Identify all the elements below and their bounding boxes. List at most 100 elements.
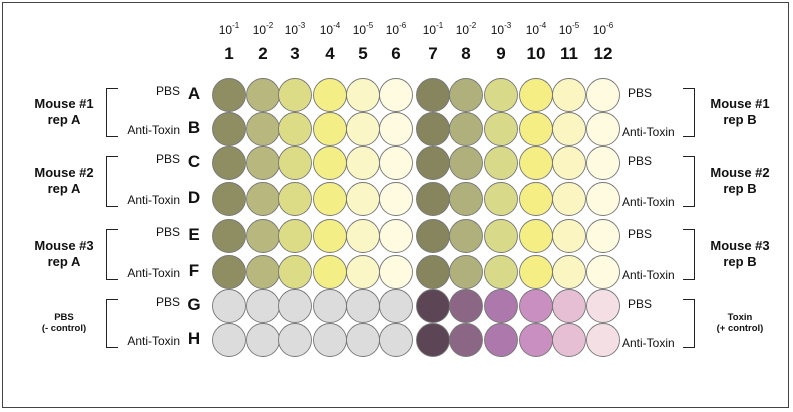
- figure-frame: [2, 2, 789, 408]
- well-A4: [313, 78, 347, 112]
- row-letter: H: [187, 329, 201, 348]
- dilution-label: 10-4: [315, 21, 345, 37]
- well-G5: [346, 289, 380, 323]
- well-F5: [346, 255, 380, 289]
- left-bracket: [106, 229, 118, 280]
- left-bracket: [106, 299, 118, 348]
- well-G9: [484, 289, 518, 323]
- right-condition-label: PBS: [628, 154, 653, 168]
- well-A1: [212, 78, 246, 112]
- column-number: 6: [391, 44, 401, 63]
- well-F3: [278, 255, 312, 289]
- group-label-line: Toxin: [727, 311, 753, 323]
- left-group-label: PBS (- control): [22, 312, 106, 334]
- well-H5: [346, 323, 380, 357]
- right-group-label: Toxin (+ control): [698, 312, 782, 334]
- left-condition-label: PBS: [155, 152, 180, 166]
- dilution-exponent: -6: [606, 21, 614, 30]
- dilution-base: 10: [284, 23, 299, 37]
- well-A11: [552, 78, 586, 112]
- well-F8: [449, 255, 483, 289]
- well-D12: [586, 182, 620, 216]
- dilution-label: 10-3: [486, 21, 516, 37]
- group-label-line: rep B: [723, 180, 757, 196]
- group-label-line: rep A: [47, 180, 81, 196]
- group-label-line: (- control): [41, 322, 87, 334]
- group-label-line: Mouse #1: [710, 95, 770, 111]
- column-number: 3: [290, 44, 300, 63]
- dilution-label: 10-1: [214, 21, 244, 37]
- well-H6: [379, 323, 413, 357]
- well-C5: [346, 146, 380, 180]
- well-D2: [246, 182, 280, 216]
- right-condition-label: Anti-Toxin: [622, 268, 675, 282]
- well-F9: [484, 255, 518, 289]
- dilution-base: 10: [592, 23, 607, 37]
- left-condition-label: PBS: [155, 295, 180, 309]
- well-D10: [519, 182, 553, 216]
- left-group-label: Mouse #3 rep A: [22, 238, 106, 270]
- well-E3: [278, 219, 312, 253]
- well-F1: [212, 255, 246, 289]
- well-A10: [519, 78, 553, 112]
- well-C2: [246, 146, 280, 180]
- column-number: 10: [526, 44, 546, 63]
- well-D5: [346, 182, 380, 216]
- dilution-label: 10-2: [451, 21, 481, 37]
- well-G10: [519, 289, 553, 323]
- dilution-base: 10: [525, 23, 540, 37]
- group-label-line: Mouse #1: [34, 95, 94, 111]
- well-H1: [212, 323, 246, 357]
- well-G8: [449, 289, 483, 323]
- column-number: 7: [428, 44, 438, 63]
- well-B4: [313, 112, 347, 146]
- well-E1: [212, 219, 246, 253]
- right-condition-label: Anti-Toxin: [622, 125, 675, 139]
- well-H10: [519, 323, 553, 357]
- well-H9: [484, 323, 518, 357]
- well-H2: [246, 323, 280, 357]
- well-E5: [346, 219, 380, 253]
- dilution-label: 10-5: [348, 21, 378, 37]
- well-B11: [552, 112, 586, 146]
- dilution-base: 10: [422, 23, 437, 37]
- well-E10: [519, 219, 553, 253]
- left-bracket: [106, 156, 118, 207]
- group-label-line: Mouse #3: [34, 237, 94, 253]
- well-B7: [416, 112, 450, 146]
- row-letter: E: [188, 225, 200, 244]
- dilution-exponent: -5: [572, 21, 580, 30]
- well-D4: [313, 182, 347, 216]
- well-F2: [246, 255, 280, 289]
- well-B10: [519, 112, 553, 146]
- dilution-exponent: -5: [366, 21, 374, 30]
- well-H3: [278, 323, 312, 357]
- well-G11: [552, 289, 586, 323]
- left-condition-label: PBS: [155, 84, 180, 98]
- well-A8: [449, 78, 483, 112]
- left-condition-label: Anti-Toxin: [127, 123, 180, 137]
- well-C11: [552, 146, 586, 180]
- well-C1: [212, 146, 246, 180]
- dilution-base: 10: [319, 23, 334, 37]
- right-bracket: [683, 229, 695, 280]
- well-E2: [246, 219, 280, 253]
- left-group-label: Mouse #1 rep A: [22, 96, 106, 128]
- well-A2: [246, 78, 280, 112]
- dilution-exponent: -4: [539, 21, 547, 30]
- group-label-line: rep A: [47, 111, 81, 127]
- well-G4: [313, 289, 347, 323]
- column-number: 5: [358, 44, 368, 63]
- well-D11: [552, 182, 586, 216]
- well-D9: [484, 182, 518, 216]
- left-condition-label: Anti-Toxin: [127, 193, 180, 207]
- left-group-label: Mouse #2 rep A: [22, 165, 106, 197]
- well-B8: [449, 112, 483, 146]
- column-number: 4: [325, 44, 335, 63]
- well-H7: [416, 323, 450, 357]
- dilution-exponent: -1: [232, 21, 240, 30]
- well-B2: [246, 112, 280, 146]
- right-condition-label: Anti-Toxin: [622, 336, 675, 350]
- right-condition-label: Anti-Toxin: [622, 195, 675, 209]
